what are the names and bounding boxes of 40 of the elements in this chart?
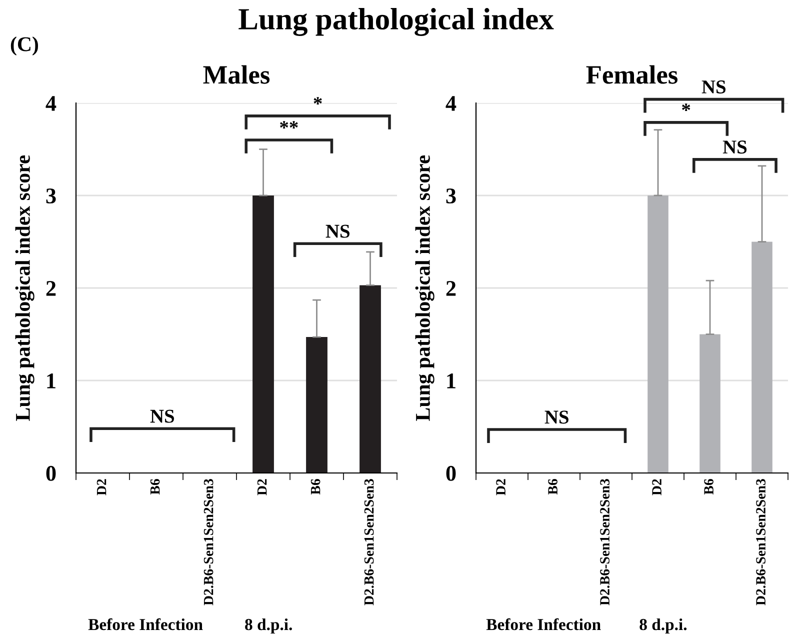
annotation: NS: [544, 410, 568, 424]
x-tick-label: D2.B6-Sen1Sen2Sen3: [600, 479, 610, 606]
x-tick-label: D2: [257, 479, 267, 496]
text: Lung pathological index: [238, 8, 554, 36]
x-tick-label: D2: [96, 479, 106, 496]
x-tick-label: D2.B6-Sen1Sen2Sen3: [756, 479, 766, 606]
y-tick-label: 3: [46, 188, 56, 204]
annotation: *: [314, 97, 322, 104]
x-tick-label: B6: [548, 478, 558, 495]
text: Before Infection: [88, 618, 203, 630]
y-axis-title: Lung pathological index score: [415, 155, 434, 421]
annotation: NS: [326, 224, 350, 238]
y-tick-label: 1: [47, 374, 56, 388]
chart-title: Females: [586, 65, 678, 84]
chart-title: Males: [203, 65, 270, 84]
text: Before Infection: [486, 618, 601, 630]
x-tick-label: D2.B6-Sen1Sen2Sen3: [204, 479, 214, 606]
y-tick-label: 1: [447, 374, 456, 388]
annotation: NS: [722, 140, 747, 154]
y-tick-label: 2: [46, 280, 56, 296]
annotation: **: [280, 121, 298, 129]
y-tick-label: 4: [46, 96, 56, 111]
text: 8 d.p.i.: [245, 618, 292, 634]
x-tick-label: B6: [310, 478, 320, 495]
y-axis-title: Lung pathological index score: [15, 155, 34, 421]
y-tick-label: 3: [446, 188, 456, 204]
x-tick-label: B6: [150, 478, 160, 495]
annotation: NS: [150, 410, 174, 423]
x-tick-label: D2: [652, 479, 662, 496]
annotation: *: [682, 104, 690, 111]
y-tick-label: 0: [46, 466, 56, 481]
x-tick-label: D2.B6-Sen1Sen2Sen3: [364, 479, 374, 606]
y-tick-label: 2: [446, 280, 456, 296]
text: (C): [10, 36, 38, 56]
x-tick-label: D2: [496, 479, 506, 496]
text: NS: [702, 80, 726, 94]
x-tick-label: B6: [704, 478, 714, 495]
y-tick-label: 4: [446, 96, 456, 111]
text: 8 d.p.i.: [640, 618, 687, 634]
y-tick-label: 0: [446, 466, 456, 481]
